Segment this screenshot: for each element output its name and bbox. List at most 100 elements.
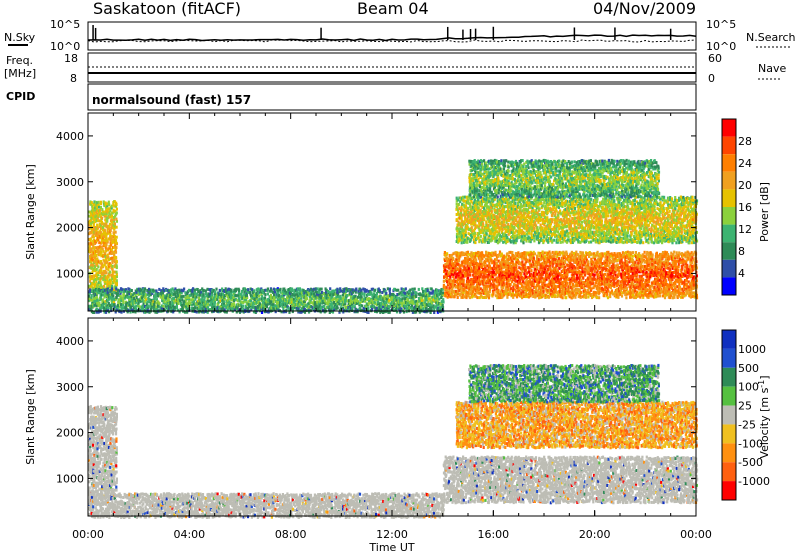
power-echo-cell bbox=[115, 211, 118, 215]
power-echo-cell bbox=[104, 279, 107, 283]
power-echo-cell bbox=[130, 298, 134, 302]
power-echo-cell bbox=[524, 265, 527, 269]
power-echo-cell bbox=[107, 297, 110, 301]
power-echo-cell bbox=[104, 201, 107, 205]
power-echo-cell bbox=[101, 262, 104, 266]
power-echo-cell bbox=[169, 301, 172, 304]
power-echo-cell bbox=[577, 254, 580, 258]
power-echo-cell bbox=[94, 283, 97, 287]
power-echo-cell bbox=[105, 215, 108, 219]
power-echo-cell bbox=[126, 293, 129, 297]
power-echo-cell bbox=[98, 219, 101, 223]
power-echo-cell bbox=[104, 247, 108, 251]
power-echo-cell bbox=[519, 279, 522, 283]
power-echo-cell bbox=[91, 235, 94, 239]
power-echo-cell bbox=[115, 219, 118, 223]
power-echo-cell bbox=[115, 286, 118, 289]
power-echo-cell bbox=[89, 202, 93, 206]
power-echo-cell bbox=[361, 292, 364, 296]
power-echo-cell bbox=[218, 288, 221, 292]
power-echo-cell bbox=[89, 288, 92, 292]
power-echo-cell bbox=[470, 280, 473, 284]
power-echo-cell bbox=[417, 287, 420, 291]
power-echo-cell bbox=[457, 259, 461, 263]
power-echo-cell bbox=[108, 293, 111, 297]
power-echo-cell bbox=[113, 264, 116, 268]
power-echo-cell bbox=[120, 299, 123, 303]
power-echo-cell bbox=[388, 292, 392, 296]
power-echo-cell bbox=[111, 258, 114, 262]
power-echo-cell bbox=[606, 292, 609, 296]
power-echo-cell bbox=[116, 307, 119, 311]
power-echo-cell bbox=[105, 208, 108, 212]
power-echo-cell bbox=[92, 213, 95, 217]
power-echo-cell bbox=[117, 305, 120, 309]
power-echo-cell bbox=[125, 304, 128, 308]
power-echo-cell bbox=[512, 285, 515, 289]
power-echo-cell bbox=[113, 298, 116, 302]
power-echo-cell bbox=[128, 287, 131, 291]
power-echo-cell bbox=[93, 226, 96, 230]
power-echo-cell bbox=[114, 250, 118, 254]
power-echo-cell bbox=[553, 294, 556, 297]
power-echo-cell bbox=[90, 265, 93, 269]
power-echo-cell bbox=[107, 301, 110, 305]
power-echo-cell bbox=[109, 264, 112, 267]
power-echo-cell bbox=[590, 252, 593, 256]
power-echo-cell bbox=[104, 310, 108, 314]
power-echo-cell bbox=[103, 263, 106, 267]
power-echo-cell bbox=[114, 256, 118, 259]
power-echo-cell bbox=[89, 221, 93, 225]
power-echo-cell bbox=[92, 267, 95, 271]
power-echo-cell bbox=[590, 287, 593, 291]
power-echo-cell bbox=[583, 270, 586, 274]
power-echo-cell bbox=[110, 214, 114, 218]
power-echo-cell bbox=[320, 287, 323, 291]
power-echo-cell bbox=[128, 290, 131, 294]
power-echo-cell bbox=[99, 247, 102, 251]
power-echo-cell bbox=[109, 215, 112, 219]
power-echo-cell bbox=[100, 250, 103, 254]
cpid-label: CPID bbox=[6, 90, 35, 103]
power-echo-cell bbox=[207, 299, 210, 303]
power-echo-cell bbox=[94, 217, 98, 221]
power-echo-cell bbox=[107, 200, 110, 204]
power-echo-cell bbox=[484, 267, 487, 270]
power-echo-cell bbox=[108, 272, 111, 276]
power-echo-cell bbox=[105, 265, 108, 269]
power-echo-cell bbox=[266, 292, 269, 296]
power-echo-cell bbox=[106, 304, 109, 308]
power-echo-cell bbox=[88, 214, 91, 218]
power-echo-cell bbox=[99, 252, 102, 256]
power-echo-cell bbox=[367, 306, 370, 310]
power-echo-cell bbox=[467, 291, 470, 295]
power-echo-cell bbox=[110, 266, 113, 270]
power-echo-cell bbox=[114, 249, 117, 252]
power-echo-cell bbox=[483, 254, 486, 258]
power-echo-cell bbox=[123, 294, 126, 298]
power-echo-cell bbox=[360, 288, 363, 292]
power-echo-cell bbox=[105, 294, 108, 298]
power-echo-cell bbox=[516, 284, 519, 288]
power-echo-cell bbox=[521, 260, 524, 264]
power-echo-cell bbox=[92, 238, 95, 242]
power-echo-cell bbox=[485, 287, 489, 291]
power-echo-cell bbox=[100, 290, 104, 294]
power-echo-cell bbox=[96, 301, 99, 305]
power-echo-cell bbox=[176, 288, 179, 292]
power-echo-cell bbox=[102, 288, 105, 292]
power-echo-cell bbox=[520, 272, 523, 276]
power-echo-cell bbox=[106, 277, 109, 280]
power-echo-cell bbox=[117, 288, 120, 292]
power-echo-cell bbox=[404, 287, 407, 291]
power-echo-cell bbox=[571, 269, 574, 273]
power-echo-cell bbox=[99, 231, 102, 234]
power-echo-cell bbox=[104, 270, 107, 273]
power-echo-cell bbox=[478, 291, 481, 295]
power-echo-cell bbox=[89, 277, 92, 281]
power-echo-cell bbox=[415, 291, 418, 295]
power-echo-cell bbox=[108, 226, 111, 230]
power-echo-cell bbox=[103, 259, 106, 263]
nsky-left-tick-bottom: 10^0 bbox=[50, 40, 80, 53]
power-echo-cell bbox=[495, 261, 498, 265]
